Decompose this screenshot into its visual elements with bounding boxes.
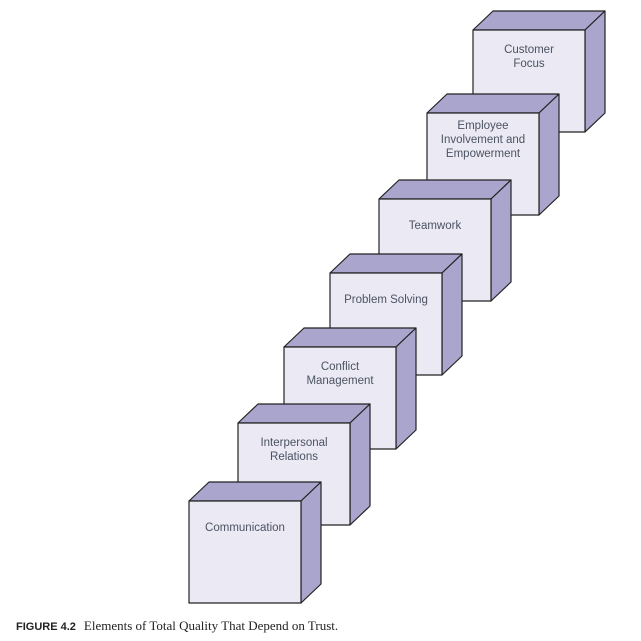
cube-side-face bbox=[584, 10, 606, 133]
cube-top-face bbox=[378, 179, 512, 200]
cube-label: Problem Solving bbox=[344, 294, 428, 306]
cube-1 bbox=[188, 481, 322, 604]
cube-top-face bbox=[472, 10, 606, 31]
cube-label: Teamwork bbox=[408, 220, 462, 232]
cube-top-face bbox=[283, 327, 417, 348]
cube-top-face bbox=[329, 253, 463, 274]
cube-top-face bbox=[188, 481, 322, 502]
figure-caption: FIGURE 4.2 Elements of Total Quality That… bbox=[16, 618, 338, 634]
cube-top-face bbox=[426, 93, 560, 114]
cube-side-face bbox=[395, 327, 417, 450]
caption-text: Elements of Total Quality That Depend on… bbox=[83, 618, 339, 633]
cube-label: Employee Involvement and Empowerment bbox=[440, 120, 526, 160]
figure-number: FIGURE 4.2 bbox=[16, 621, 76, 633]
cube-label: Conflict Management bbox=[306, 361, 374, 387]
cube-side-face bbox=[441, 253, 463, 376]
cube-side-face bbox=[300, 481, 322, 604]
cube-label: Communication bbox=[205, 522, 285, 534]
cube-side-face bbox=[349, 403, 371, 526]
cube-front-face bbox=[188, 500, 302, 604]
cube-side-face bbox=[490, 179, 512, 302]
cube-label: Interpersonal Relations bbox=[260, 437, 328, 463]
cube-label: Customer Focus bbox=[504, 44, 554, 70]
cube-top-face bbox=[237, 403, 371, 424]
cube-side-face bbox=[538, 93, 560, 216]
